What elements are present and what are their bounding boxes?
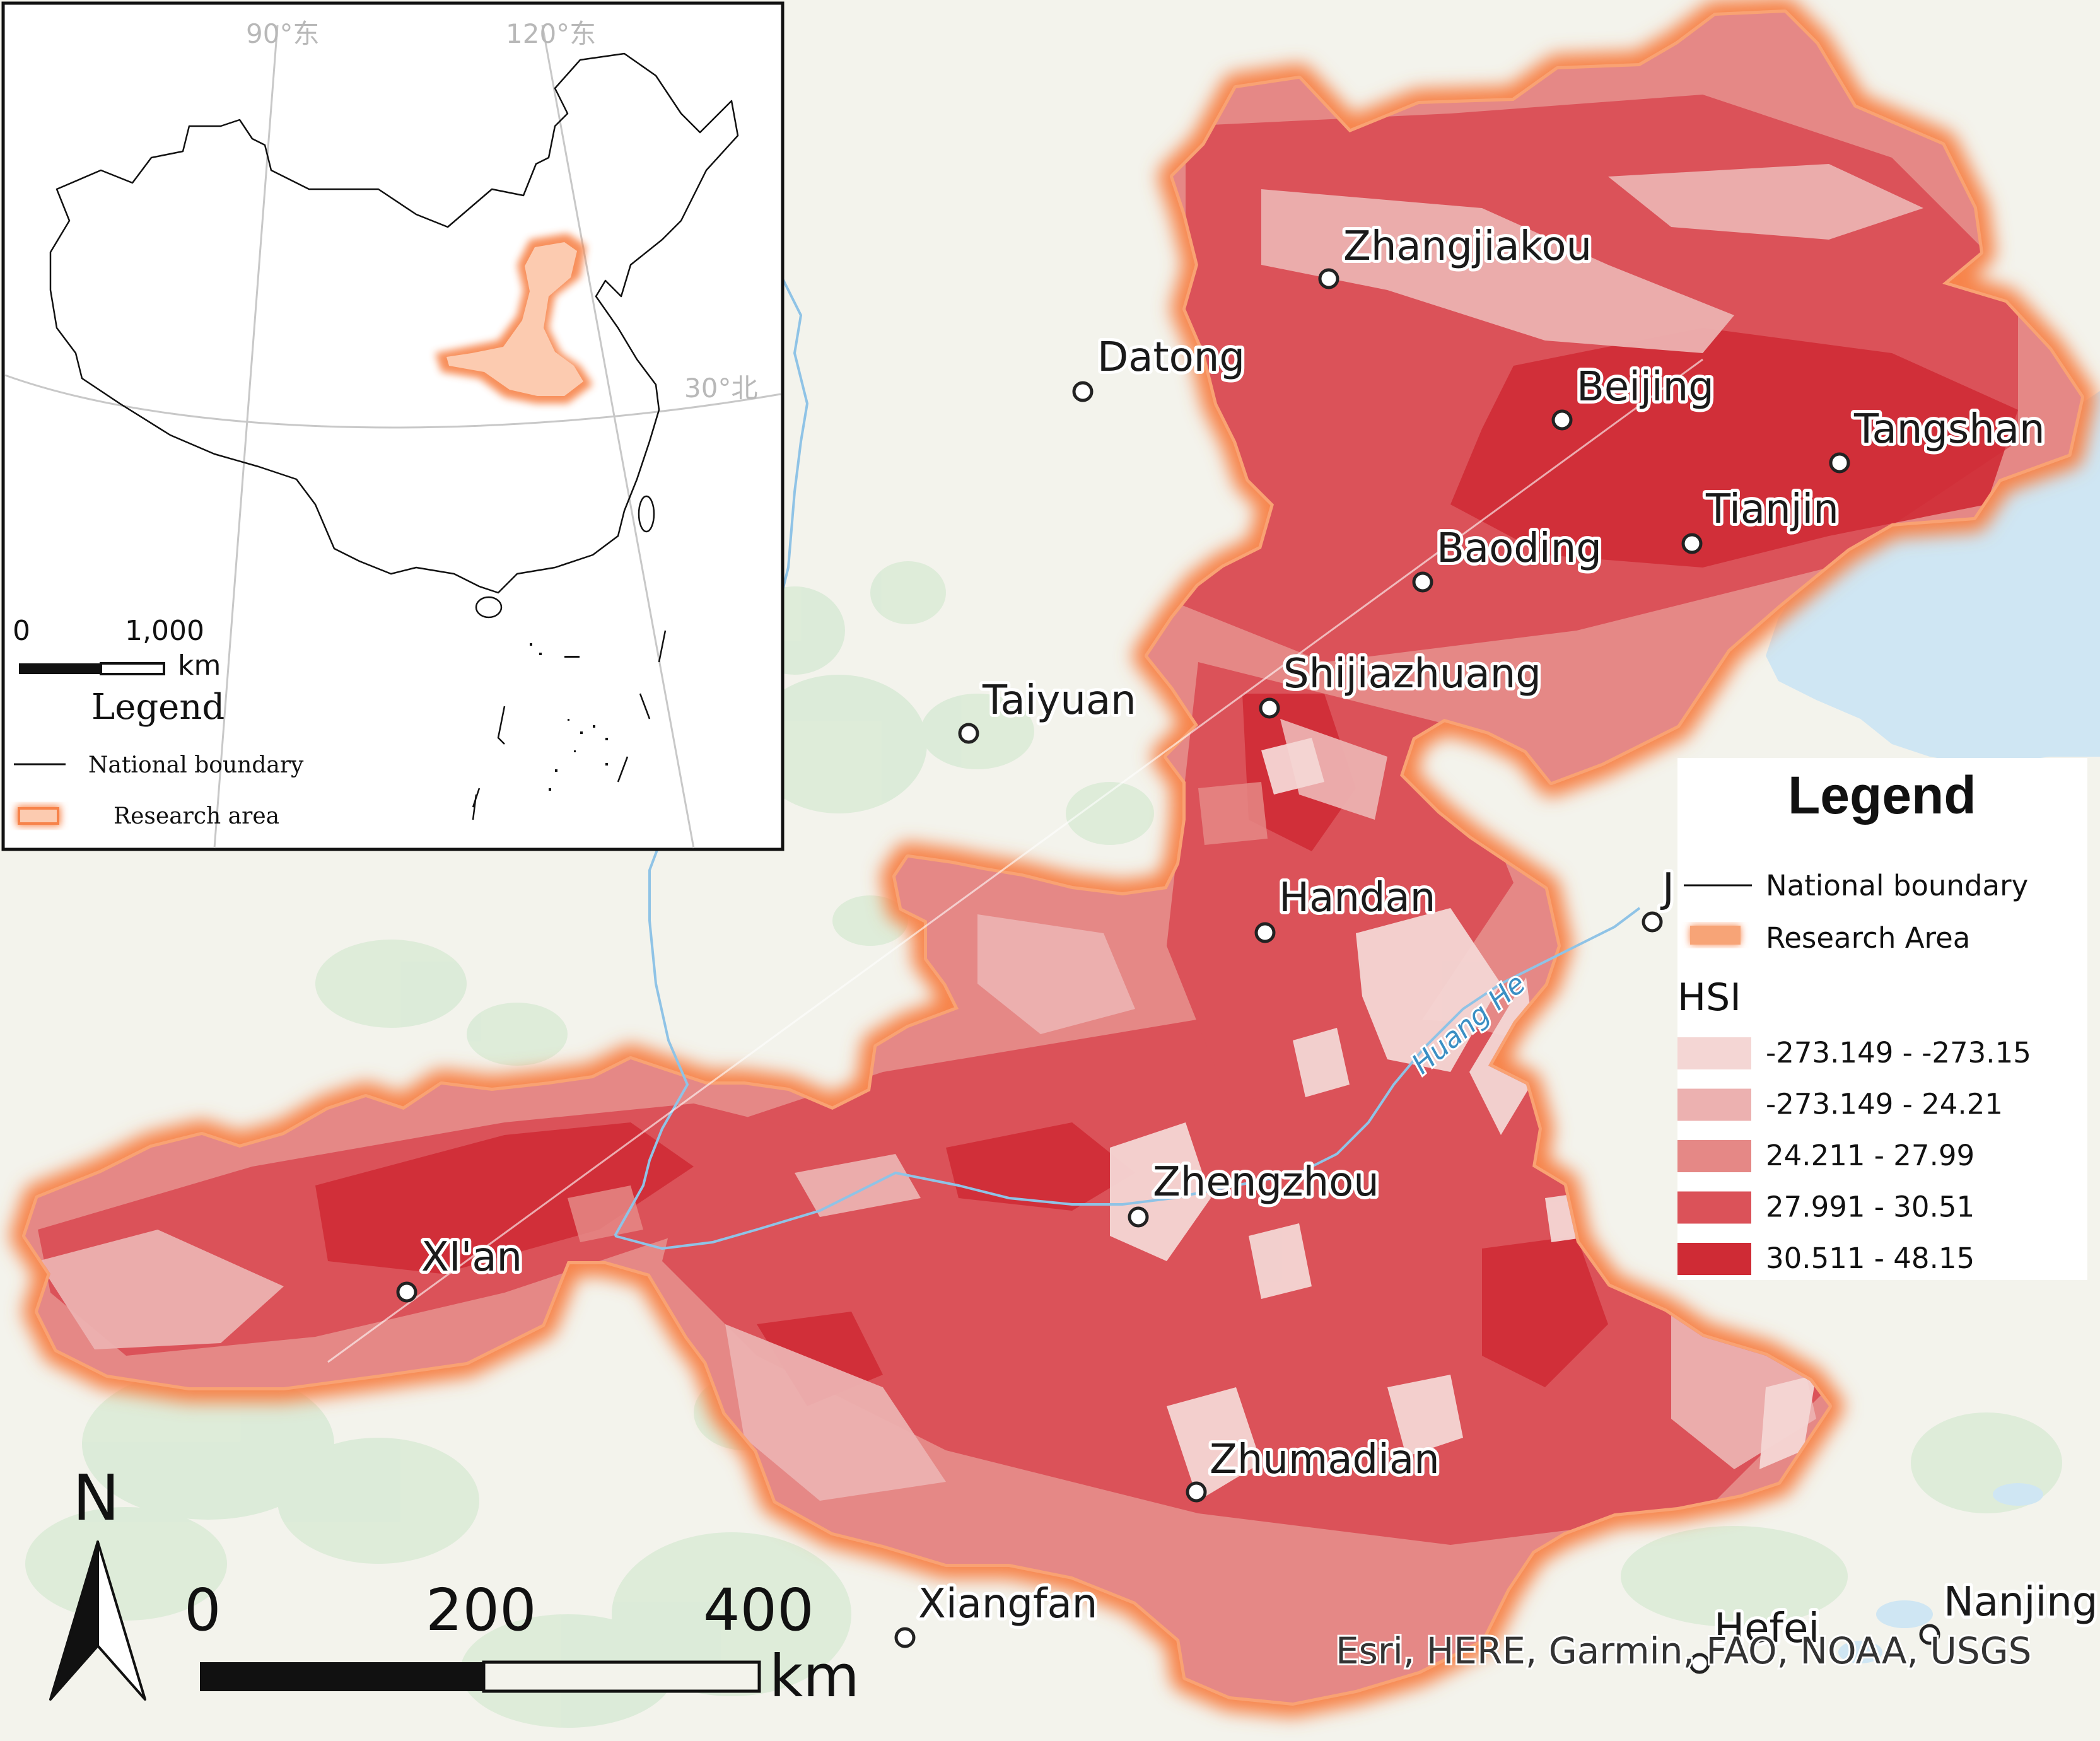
svg-text:Shijiazhuang: Shijiazhuang: [1283, 651, 1541, 697]
scale-tick-200: 200: [426, 1576, 537, 1644]
svg-text:J: J: [1660, 865, 1674, 912]
inset-scale-0: 0: [13, 615, 30, 647]
scale-unit: km: [769, 1643, 860, 1710]
legend-research-label: Research Area: [1766, 921, 1970, 955]
city-handan[interactable]: Handan: [1254, 871, 1438, 943]
city-tianjin[interactable]: Tianjin: [1681, 483, 1842, 554]
scale-tick-400: 400: [703, 1576, 814, 1644]
city-nanjing[interactable]: Nanjing: [1919, 1576, 2100, 1645]
svg-text:XI'an: XI'an: [421, 1234, 522, 1281]
svg-text:Zhengzhou: Zhengzhou: [1153, 1159, 1379, 1206]
inset-legend-boundary: National boundary: [88, 752, 304, 778]
legend-boundary-label: National boundary: [1766, 869, 2028, 902]
inset-scale-unit: km: [178, 649, 221, 682]
legend-class-swatch: [1677, 1088, 1751, 1121]
north-label: N: [73, 1461, 120, 1535]
national-boundary-line: [327, 358, 1703, 1363]
legend-panel: Legend National boundary Research Area H…: [1677, 758, 2087, 1280]
svg-text:Xiangfan: Xiangfan: [918, 1581, 1097, 1627]
legend-class-swatch: [1677, 1140, 1751, 1172]
city-xiangfan[interactable]: Xiangfan: [894, 1578, 1100, 1648]
city-datong[interactable]: Datong: [1072, 331, 1248, 402]
legend-class-label: 30.511 - 48.15: [1766, 1242, 1975, 1275]
inset-research-area: [446, 242, 583, 396]
svg-text:Baoding: Baoding: [1437, 525, 1602, 572]
inset-legend-research: Research area: [114, 803, 279, 829]
inset-legend-title: Legend: [91, 687, 225, 728]
svg-text:Hefei: Hefei: [1714, 1605, 1819, 1652]
city-zhangjiakou[interactable]: Zhangjiakou: [1318, 220, 1595, 289]
city-xian[interactable]: XI'an: [396, 1231, 525, 1303]
city-zhumadian[interactable]: Zhumadian: [1186, 1433, 1443, 1503]
svg-text:Handan: Handan: [1279, 875, 1435, 921]
legend-class-label: 24.211 - 27.99: [1766, 1139, 1975, 1172]
inset-frame: [1, 1, 785, 851]
svg-text:Beijing: Beijing: [1577, 364, 1714, 411]
inset-lon-90: 90°东: [246, 18, 319, 49]
legend-title: Legend: [1788, 766, 1976, 825]
inset-islands: [475, 495, 655, 791]
city-hefei[interactable]: Hefei: [1689, 1602, 1823, 1674]
svg-text:Zhumadian: Zhumadian: [1210, 1436, 1440, 1483]
legend-class-label: 27.991 - 30.51: [1766, 1191, 1975, 1224]
inset-map: 90°东 120°东 30°北 0 1,000 km Legend Nation…: [1, 1, 785, 851]
north-arrow: N: [49, 1461, 146, 1701]
svg-text:Tangshan: Tangshan: [1853, 406, 2045, 453]
city-markers: Zhangjiakou Datong Beijing Tangshan Tian…: [396, 220, 2100, 1674]
legend-classes: -273.149 - -273.15 -273.149 - 24.21 24.211…: [1677, 1036, 2031, 1275]
city-shijiazhuang[interactable]: Shijiazhuang: [1259, 648, 1544, 719]
svg-text:Zhangjiakou: Zhangjiakou: [1343, 223, 1592, 270]
city-zhengzhou[interactable]: Zhengzhou: [1128, 1156, 1382, 1228]
inset-graticule: [4, 25, 781, 849]
svg-text:Datong: Datong: [1097, 334, 1245, 381]
city-baoding[interactable]: Baoding: [1412, 522, 1605, 593]
scale-bar: 0 200 400 km: [184, 1576, 860, 1710]
city-beijing[interactable]: Beijing: [1551, 361, 1717, 431]
svg-text:Taiyuan: Taiyuan: [982, 677, 1136, 724]
map-attribution: Esri, HERE, Garmin, FAO, NOAA, USGS: [1336, 1629, 2031, 1672]
scale-tick-0: 0: [184, 1576, 221, 1644]
inset-lon-120: 120°东: [506, 18, 596, 49]
inset-scale-1000: 1,000: [125, 615, 204, 647]
inset-lat-30: 30°北: [684, 373, 757, 404]
legend-class-swatch: [1677, 1243, 1751, 1275]
svg-text:Nanjing: Nanjing: [1944, 1579, 2097, 1626]
legend-class-label: -273.149 - -273.15: [1766, 1036, 2031, 1069]
inland-lakes: [1838, 1483, 2043, 1663]
city-taiyuan[interactable]: Taiyuan: [958, 674, 1140, 744]
legend-class-label: -273.149 - 24.21: [1766, 1088, 2003, 1121]
legend-class-swatch: [1677, 1037, 1751, 1069]
legend-class-swatch: [1677, 1191, 1751, 1224]
legend-hsi-title: HSI: [1677, 975, 1741, 1020]
china-outline: [49, 52, 739, 594]
svg-text:Tianjin: Tianjin: [1705, 486, 1839, 533]
city-tangshan[interactable]: Tangshan: [1829, 403, 2048, 474]
